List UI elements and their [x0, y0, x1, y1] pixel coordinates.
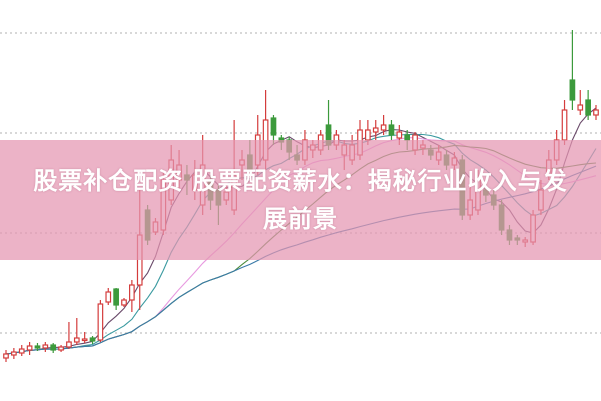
candle [18, 345, 25, 356]
candle [89, 336, 96, 344]
candle [66, 322, 72, 349]
candle-body [26, 345, 33, 351]
candle [129, 280, 135, 312]
candle [97, 300, 104, 342]
candle [113, 288, 119, 310]
candle [380, 115, 387, 135]
candle [577, 90, 584, 115]
title-line-2: 展前景 [263, 205, 338, 233]
candle [42, 342, 49, 352]
candle-body [388, 124, 395, 136]
candle-body [18, 348, 25, 354]
candle [3, 350, 9, 362]
candle-body [3, 353, 9, 359]
candle-body [577, 104, 584, 111]
candle-body [105, 291, 112, 303]
candle-body [81, 338, 88, 342]
candle [388, 120, 395, 140]
candle-body [113, 288, 119, 306]
candle-body [593, 109, 599, 116]
candle [34, 343, 41, 351]
candle-body [58, 346, 64, 351]
candle-body [73, 337, 80, 343]
candle [73, 318, 80, 345]
candle-body [365, 129, 371, 141]
candle [372, 120, 379, 140]
candle-body [34, 345, 41, 349]
candle [585, 90, 591, 120]
title-banner: 股票补仓配资 股票配资薪水：揭秘行业收入与发 展前景 [0, 140, 601, 260]
candle-body [569, 79, 576, 101]
candle-body [97, 303, 104, 341]
candle-body [50, 344, 57, 351]
title-line-1: 股票补仓配资 股票配资薪水：揭秘行业收入与发 [33, 167, 568, 195]
candle-body [42, 344, 49, 349]
candle [58, 345, 64, 352]
candle [50, 343, 57, 353]
candle-body [89, 337, 96, 342]
candle [105, 288, 112, 305]
candle-body [380, 124, 387, 131]
candle [81, 332, 88, 343]
candle-body [270, 117, 277, 136]
candle-body [129, 284, 135, 301]
candle-body [372, 127, 379, 133]
candle-body [11, 351, 17, 356]
candle-body [396, 131, 403, 139]
candle [561, 100, 568, 145]
candle [11, 348, 17, 359]
candle [26, 342, 33, 355]
candle-body [121, 299, 127, 306]
candle-body [66, 341, 72, 348]
candle [569, 30, 576, 110]
candle-body [585, 99, 591, 116]
candle [593, 105, 599, 120]
candle [121, 298, 127, 307]
candle-body [561, 109, 568, 141]
